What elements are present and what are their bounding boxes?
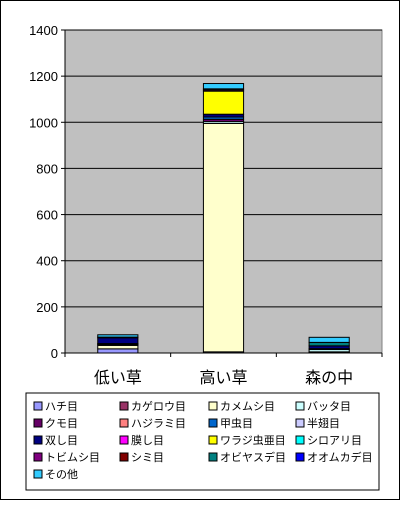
legend-swatch <box>34 470 42 478</box>
legend-swatch <box>34 453 42 461</box>
legend-swatch <box>209 436 217 444</box>
x-tick-label: 高い草 <box>199 369 247 387</box>
legend-swatch <box>120 419 128 427</box>
bar-segment <box>98 338 138 344</box>
legend-swatch <box>209 402 217 410</box>
legend-swatch <box>296 402 304 410</box>
y-tick-label: 0 <box>51 346 58 361</box>
legend-label: シミ目 <box>131 452 164 464</box>
x-tick-label: 低い草 <box>94 369 142 387</box>
bar-segment <box>203 91 243 114</box>
legend-swatch <box>120 453 128 461</box>
bar-segment <box>309 342 349 345</box>
legend-label: トビムシ目 <box>45 451 100 464</box>
legend-label: ワラジ虫亜目 <box>220 434 286 447</box>
legend-label: オビヤスデ目 <box>220 450 286 464</box>
legend-label: 双し目 <box>45 434 78 447</box>
legend-label: バッタ目 <box>307 400 351 413</box>
legend-label: カメムシ目 <box>220 400 275 413</box>
legend-label: その他 <box>45 468 78 481</box>
legend-label: シロアリ目 <box>307 435 362 447</box>
bar-segment <box>98 335 138 337</box>
y-tick-label: 200 <box>36 300 58 315</box>
legend-label: 甲虫目 <box>220 417 253 430</box>
bar-segment <box>98 345 138 348</box>
legend-swatch <box>34 402 42 410</box>
legend-label: ハチ目 <box>45 400 78 413</box>
y-tick-label: 800 <box>36 161 58 176</box>
legend-swatch <box>296 453 304 461</box>
bar-segment <box>203 123 243 351</box>
legend-swatch <box>34 419 42 427</box>
legend-label: ハジラミ目 <box>131 418 186 430</box>
x-tick-label: 森の中 <box>305 369 353 387</box>
legend-label: オオムカデ目 <box>307 450 373 464</box>
legend-swatch <box>120 402 128 410</box>
legend-swatch <box>209 419 217 427</box>
y-tick-label: 1400 <box>29 23 58 38</box>
bar-segment <box>98 349 138 353</box>
legend-label: 膜し目 <box>131 434 164 447</box>
bar-segment <box>203 84 243 89</box>
legend-swatch <box>296 419 304 427</box>
legend-swatch <box>34 436 42 444</box>
legend-label: 半翅目 <box>307 416 340 430</box>
legend-swatch <box>209 453 217 461</box>
y-tick-label: 1200 <box>29 69 58 84</box>
y-tick-label: 600 <box>36 208 58 223</box>
y-tick-label: 400 <box>36 254 58 269</box>
legend-label: カゲロウ目 <box>131 400 186 413</box>
legend-label: クモ目 <box>45 417 78 430</box>
y-tick-label: 1000 <box>29 115 58 130</box>
bar-segment <box>309 337 349 342</box>
legend-swatch <box>120 436 128 444</box>
legend-swatch <box>296 436 304 444</box>
